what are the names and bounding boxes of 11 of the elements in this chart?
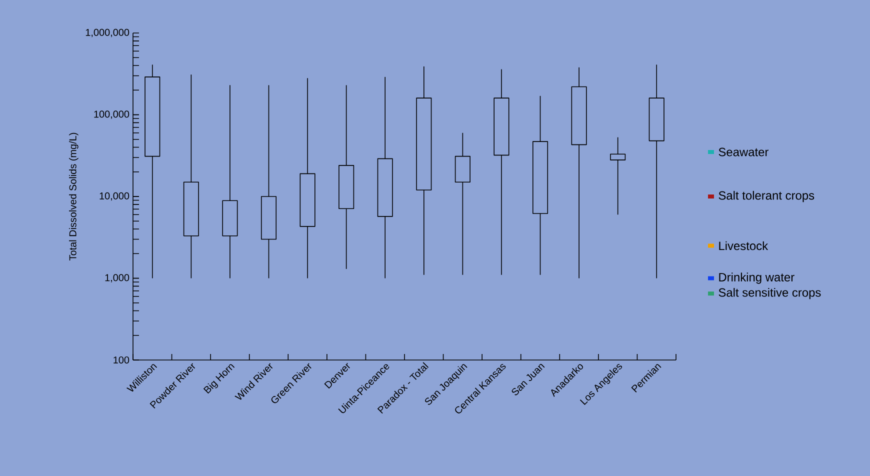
ref-line-label: Seawater [718, 148, 769, 156]
ref-line-label: Salt sensitive crops [718, 288, 821, 300]
y-tick-label: 100 [114, 356, 130, 364]
ref-line-label: Livestock [719, 241, 768, 250]
y-axis-title: Total Dissolved Solids (mg/L) [69, 132, 78, 261]
y-tick-label: 100,000 [94, 110, 130, 119]
ref-line-label: Salt tolerant crops [718, 190, 814, 202]
y-tick-label: 1,000,000 [86, 28, 130, 38]
y-tick-label: 1,000 [105, 274, 130, 282]
ref-line-label: Drinking water [719, 272, 794, 284]
y-tick-label: 10,000 [100, 192, 130, 201]
